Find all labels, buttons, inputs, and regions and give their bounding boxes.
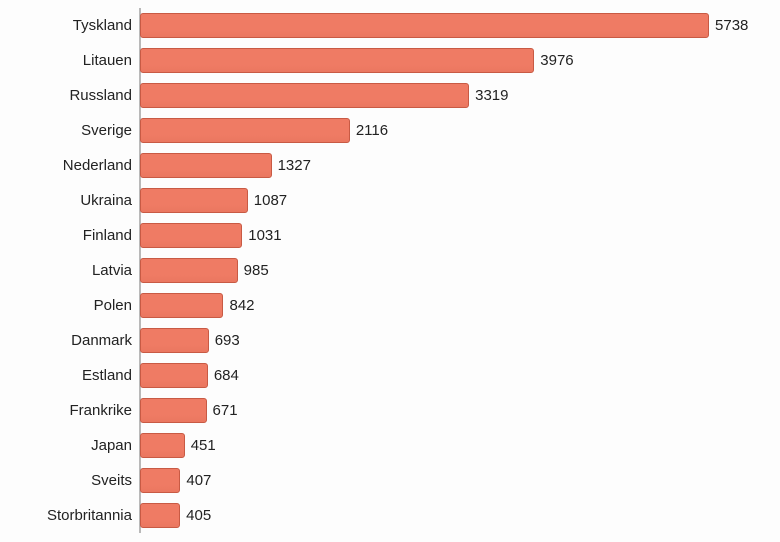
value-label: 693 [215,332,240,349]
bar [140,468,180,493]
value-label: 451 [191,437,216,454]
bar-track: 693 [140,323,770,358]
category-label: Sveits [0,472,138,489]
value-label: 5738 [715,17,748,34]
bar-track: 1327 [140,148,770,183]
bar-row: Estland 684 [0,358,770,393]
bar-track: 985 [140,253,770,288]
category-label: Japan [0,437,138,454]
bar [140,363,208,388]
bar-row: Finland 1031 [0,218,770,253]
bar-row: Ukraina 1087 [0,183,770,218]
bar [140,13,709,38]
bar [140,223,242,248]
bar-row: Tyskland 5738 [0,8,770,43]
bar-track: 5738 [140,8,770,43]
bar [140,398,207,423]
horizontal-bar-chart: Tyskland 5738 Litauen 3976 Russland 3319 Sveri… [0,0,780,541]
bar-row: Nederland 1327 [0,148,770,183]
category-label: Sverige [0,122,138,139]
bar-track: 407 [140,463,770,498]
category-label: Tyskland [0,17,138,34]
category-label: Latvia [0,262,138,279]
category-label: Russland [0,87,138,104]
bar-row: Litauen 3976 [0,43,770,78]
value-label: 684 [214,367,239,384]
category-label: Litauen [0,52,138,69]
category-label: Storbritannia [0,507,138,524]
value-label: 842 [229,297,254,314]
bar [140,293,223,318]
bar-row: Danmark 693 [0,323,770,358]
bar-track: 1087 [140,183,770,218]
bar-row: Frankrike 671 [0,393,770,428]
bar [140,153,272,178]
bar-row: Polen 842 [0,288,770,323]
bar [140,118,350,143]
bar [140,188,248,213]
bar-row: Russland 3319 [0,78,770,113]
value-label: 985 [244,262,269,279]
bar-track: 451 [140,428,770,463]
bar [140,83,469,108]
value-label: 1327 [278,157,311,174]
value-label: 405 [186,507,211,524]
category-label: Polen [0,297,138,314]
bar-track: 842 [140,288,770,323]
category-label: Finland [0,227,138,244]
value-label: 671 [213,402,238,419]
bar [140,48,534,73]
bar-row: Sverige 2116 [0,113,770,148]
bar [140,503,180,528]
value-label: 1031 [248,227,281,244]
value-label: 3976 [540,52,573,69]
bar-row: Latvia 985 [0,253,770,288]
category-label: Frankrike [0,402,138,419]
bar-track: 1031 [140,218,770,253]
value-label: 1087 [254,192,287,209]
category-label: Nederland [0,157,138,174]
bar-track: 405 [140,498,770,533]
bar-row: Storbritannia 405 [0,498,770,533]
bar-row: Japan 451 [0,428,770,463]
category-label: Estland [0,367,138,384]
value-label: 407 [186,472,211,489]
bar-track: 684 [140,358,770,393]
bar [140,258,238,283]
bar-track: 2116 [140,113,770,148]
bar [140,328,209,353]
bar-track: 3319 [140,78,770,113]
bar [140,433,185,458]
category-label: Ukraina [0,192,138,209]
bar-row: Sveits 407 [0,463,770,498]
category-label: Danmark [0,332,138,349]
bar-track: 671 [140,393,770,428]
value-label: 2116 [356,122,388,139]
bar-track: 3976 [140,43,770,78]
value-label: 3319 [475,87,508,104]
